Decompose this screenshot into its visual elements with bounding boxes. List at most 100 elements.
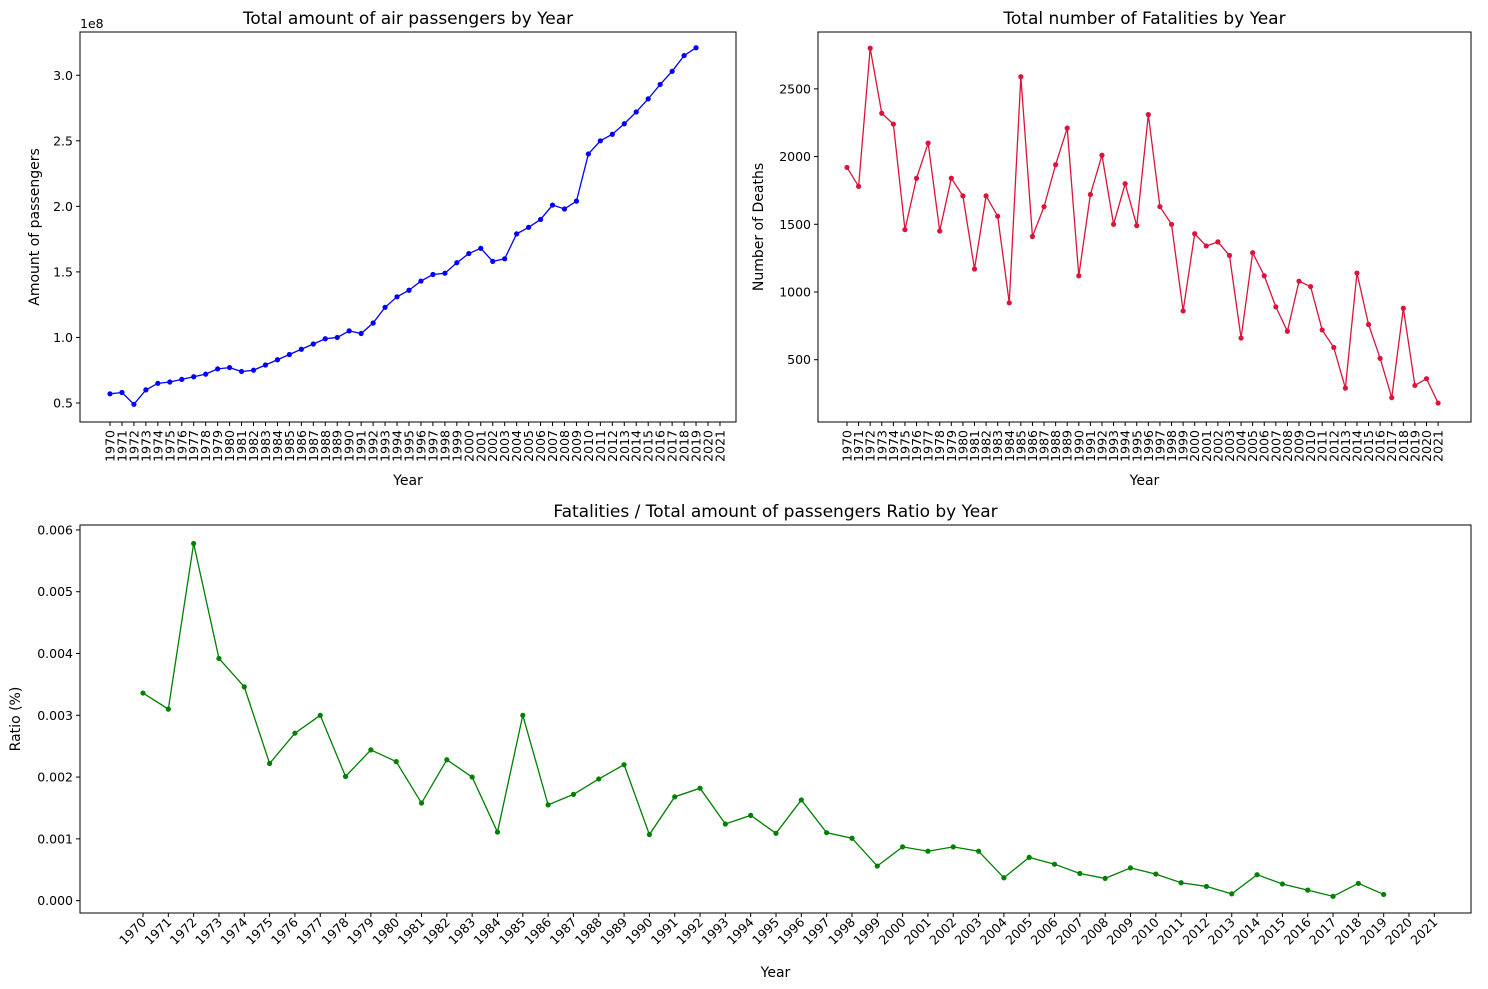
data-point (1029, 233, 1036, 240)
data-point (1122, 181, 1128, 187)
x-tick-label: 1980 (222, 430, 237, 462)
x-axis-label: Year (760, 965, 791, 981)
data-point (900, 844, 906, 850)
y-offset-text: 1e8 (80, 16, 104, 31)
plot-frame (817, 31, 1472, 423)
x-tick-label: 1984 (470, 914, 503, 947)
data-point (107, 391, 113, 397)
x-tick-label: 1988 (1048, 430, 1063, 462)
x-tick-label: 2012 (605, 430, 620, 462)
x-tick-label: 2021 (712, 430, 727, 462)
data-point (1226, 252, 1233, 259)
x-tick-label: 1995 (402, 430, 417, 462)
x-tick-label: 1989 (1060, 430, 1075, 462)
x-tick-label: 2013 (1205, 915, 1238, 948)
x-tick-label: 1978 (198, 430, 213, 462)
x-tick-label: 2005 (1245, 430, 1260, 462)
x-tick-label: 2015 (1361, 430, 1376, 462)
data-point (1400, 305, 1406, 311)
x-tick-label: 2016 (653, 430, 668, 462)
y-tick-label: 0.5 (53, 395, 73, 410)
data-point (597, 138, 603, 144)
data-point (1254, 872, 1260, 878)
data-point (748, 812, 754, 818)
data-point (466, 250, 472, 257)
x-axis-label: Year (392, 473, 423, 489)
x-tick-label: 1993 (1106, 430, 1121, 462)
data-point (672, 794, 678, 800)
data-point (119, 389, 125, 396)
x-tick-label: 1987 (1037, 430, 1052, 462)
x-tick-label: 2014 (1349, 430, 1364, 462)
x-tick-label: 1998 (437, 430, 452, 462)
data-point (902, 227, 908, 233)
y-tick-label: 0.001 (37, 831, 73, 846)
x-tick-label: 1992 (366, 430, 381, 462)
data-point (393, 759, 399, 765)
x-tick-label: 1985 (496, 915, 529, 948)
x-tick-label: 1994 (390, 430, 405, 462)
x-tick-label: 1971 (141, 915, 174, 948)
data-point (1389, 395, 1395, 401)
y-tick-label: 0.000 (37, 893, 73, 908)
x-tick-label: 2011 (1154, 915, 1187, 948)
x-tick-label: 1975 (243, 915, 276, 948)
x-tick-label: 2002 (1210, 430, 1225, 462)
chart-title: Total number of Fatalities by Year (1002, 9, 1285, 29)
x-tick-label: 1974 (886, 430, 901, 462)
ratio-chart: Fatalities / Total amount of passengers … (8, 502, 1472, 981)
x-tick-label: 1989 (597, 914, 630, 947)
x-tick-label: 1977 (921, 430, 936, 462)
x-tick-label: 1997 (1152, 430, 1167, 462)
data-point (657, 81, 663, 88)
data-point (1145, 112, 1151, 118)
data-point (334, 334, 340, 341)
x-tick-label: 1994 (1118, 430, 1133, 462)
y-tick-label: 0.005 (37, 584, 73, 599)
data-point (913, 175, 920, 181)
x-tick-label: 1985 (1013, 430, 1028, 462)
x-tick-label: 1973 (874, 430, 889, 462)
data-point (1178, 880, 1184, 886)
data-point (191, 374, 197, 380)
series-line (109, 47, 697, 406)
data-point (669, 68, 675, 74)
x-tick-label: 1970 (116, 914, 149, 947)
x-tick-label: 1997 (425, 430, 440, 462)
x-tick-label: 2010 (1129, 914, 1162, 947)
data-point (286, 351, 292, 358)
data-point (358, 330, 364, 337)
data-point (227, 364, 233, 371)
y-axis-label: Number of Deaths (751, 163, 767, 291)
data-point (165, 706, 171, 712)
x-tick-label: 1994 (724, 914, 757, 947)
x-tick-label: 1977 (186, 430, 201, 462)
data-point (1238, 335, 1244, 341)
y-tick-label: 0.004 (37, 646, 73, 661)
data-point (143, 387, 149, 393)
series-line (142, 543, 1384, 898)
x-tick-label: 1991 (1083, 430, 1098, 462)
x-tick-label: 2017 (1306, 915, 1339, 948)
plot-frame (79, 31, 737, 423)
data-point (925, 140, 931, 146)
data-point (1203, 883, 1210, 890)
x-tick-label: 1996 (774, 914, 807, 947)
data-point (621, 121, 627, 127)
x-tick-label: 2015 (1255, 915, 1288, 948)
data-point (1099, 152, 1105, 158)
data-point (502, 256, 508, 262)
x-tick-label: 1978 (932, 430, 947, 462)
data-point (585, 151, 592, 157)
data-point (633, 109, 639, 115)
data-point (824, 830, 830, 836)
data-point (1377, 355, 1383, 361)
data-point (514, 231, 520, 237)
x-tick-label: 2021 (1431, 430, 1446, 462)
x-tick-label: 1977 (293, 915, 326, 948)
x-tick-label: 1999 (1176, 430, 1191, 462)
x-tick-label: 1995 (1129, 430, 1144, 462)
data-point (1026, 854, 1032, 860)
x-tick-label: 1974 (217, 914, 250, 947)
data-point (274, 357, 281, 363)
